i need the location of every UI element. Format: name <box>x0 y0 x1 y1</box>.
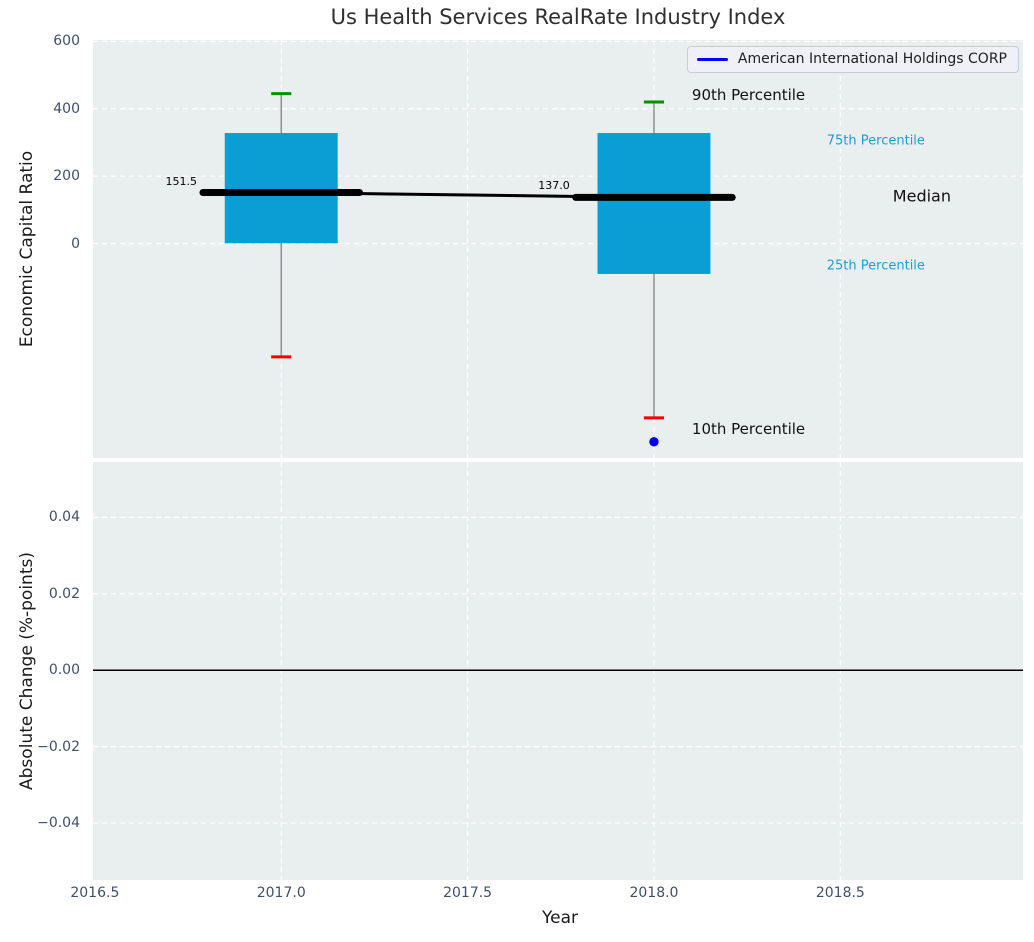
xtick-2017.0: 2017.0 <box>256 885 306 901</box>
iqr-box-2018[interactable] <box>597 133 711 274</box>
annotation-median: Median <box>892 186 951 206</box>
ytick-top-0: 0 <box>71 235 80 252</box>
legend-line-icon <box>696 57 728 61</box>
bottom-axes-absolute-change <box>93 462 1023 880</box>
annotation-25th-percentile: 25th Percentile <box>826 258 925 274</box>
bottom-axes-canvas <box>93 462 1023 880</box>
plot-background <box>93 462 1023 880</box>
ytick-top-200: 200 <box>53 168 80 185</box>
plot-background <box>93 40 1023 458</box>
ytick-bottom-−0.02: −0.02 <box>37 738 80 755</box>
iqr-box-2017[interactable] <box>224 133 338 244</box>
annotation-10th-percentile: 10th Percentile <box>691 419 806 438</box>
company-point[interactable] <box>649 437 659 447</box>
xtick-2018.0: 2018.0 <box>629 885 679 901</box>
ytick-bottom-−0.04: −0.04 <box>37 815 80 832</box>
top-axes-canvas <box>93 40 1023 458</box>
ytick-top-400: 400 <box>53 100 80 117</box>
ytick-top-600: 600 <box>53 33 80 50</box>
ytick-bottom-0.04: 0.04 <box>48 509 80 526</box>
xtick-2018.5: 2018.5 <box>815 885 865 901</box>
ytick-bottom-0.02: 0.02 <box>48 585 80 602</box>
legend-label: American International Holdings CORP <box>737 51 1007 67</box>
legend[interactable]: American International Holdings CORP <box>686 46 1019 73</box>
median-value-label-2017: 151.5 <box>165 174 197 188</box>
top-axes-economic-capital-ratio: American International Holdings CORP 151… <box>93 40 1023 458</box>
median-value-label-2018: 137.0 <box>538 179 570 193</box>
chart-title: Us Health Services RealRate Industry Ind… <box>330 5 786 29</box>
annotation-75th-percentile: 75th Percentile <box>826 133 925 149</box>
ytick-bottom-0.00: 0.00 <box>48 662 80 679</box>
xtick-2017.5: 2017.5 <box>443 885 493 901</box>
annotation-90th-percentile: 90th Percentile <box>691 86 806 104</box>
x-axis-label: Year <box>542 908 578 928</box>
xtick-2016.5: 2016.5 <box>70 885 120 901</box>
